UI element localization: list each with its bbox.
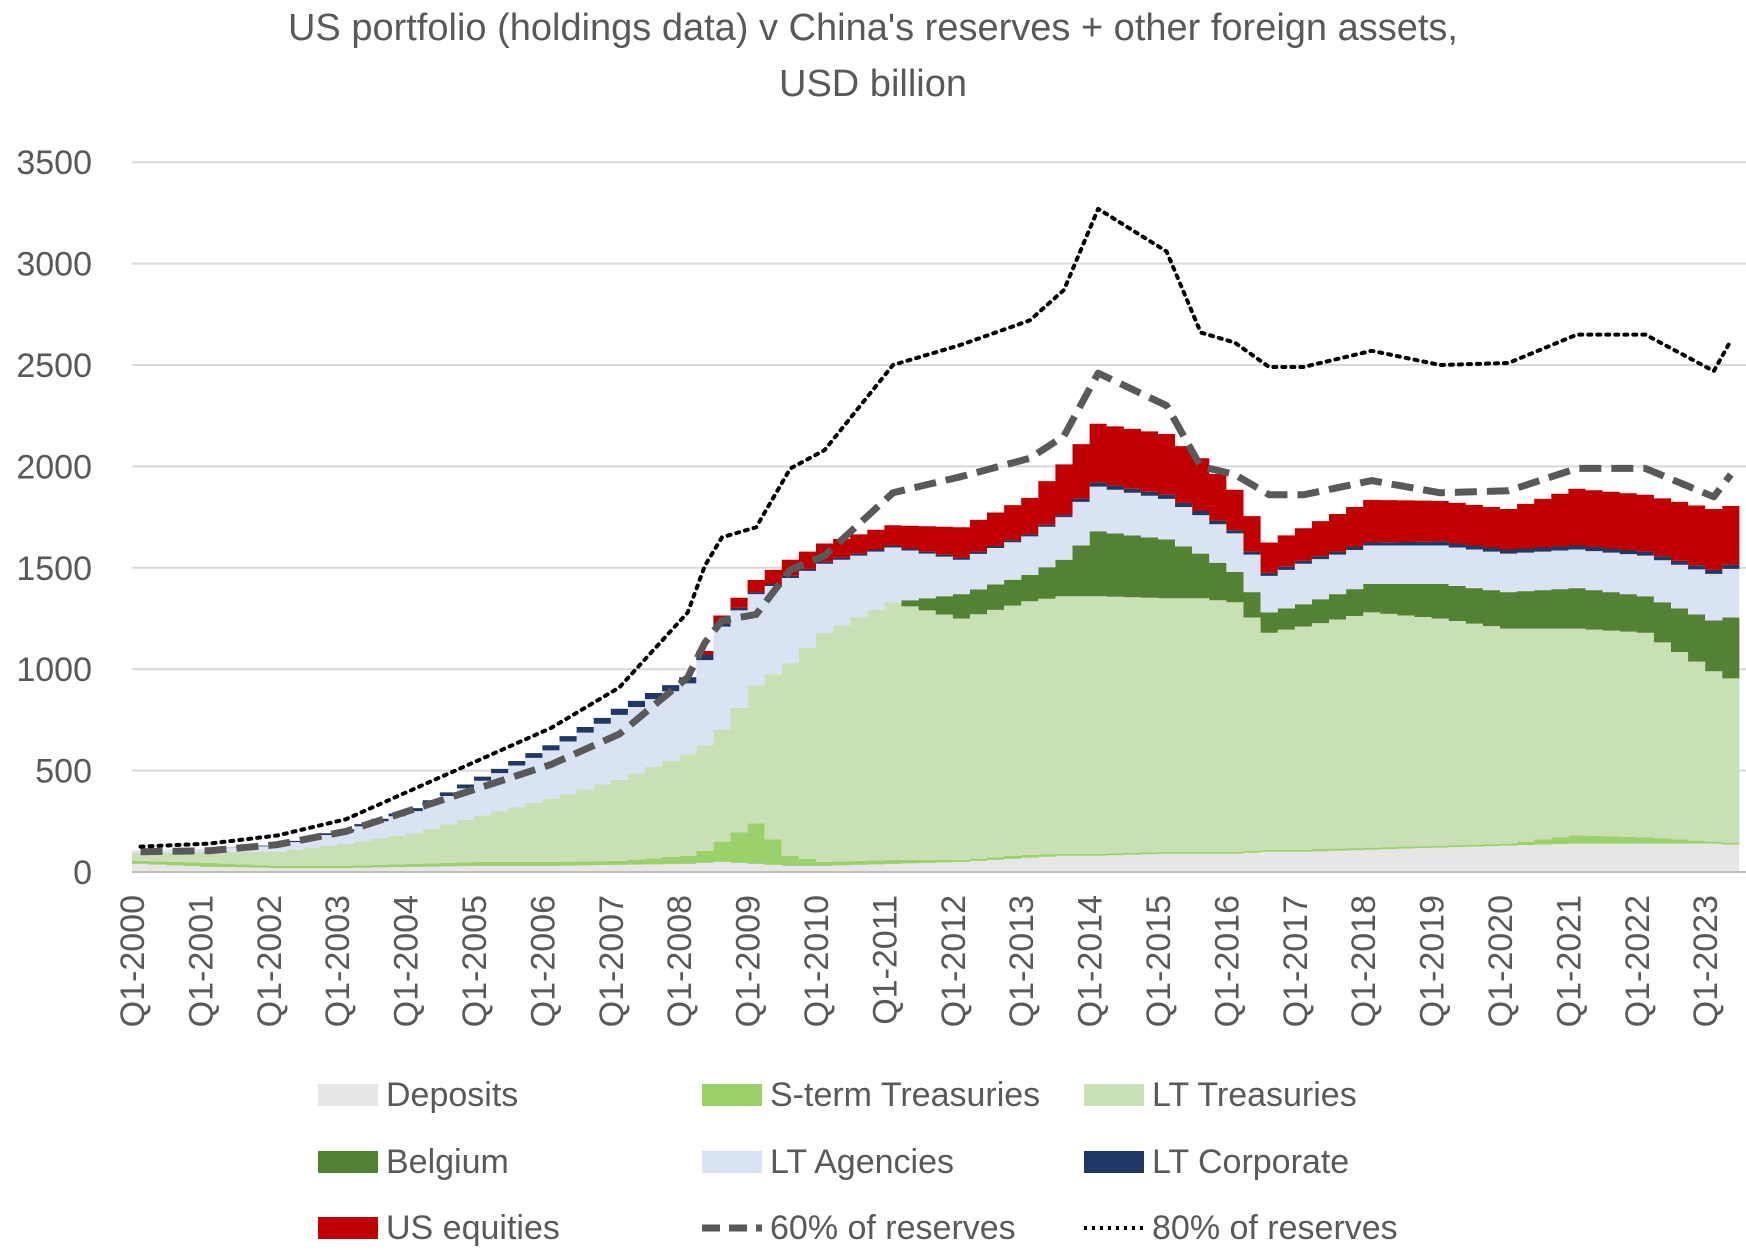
- area-lt-treasuries: [132, 596, 1740, 866]
- x-tick-label: Q1-2000: [114, 895, 152, 1027]
- x-tick-label: Q1-2012: [935, 895, 973, 1027]
- stacked-areas: [132, 423, 1740, 872]
- x-tick-label: Q1-2016: [1208, 895, 1246, 1027]
- x-tick-label: Q1-2005: [456, 895, 494, 1027]
- area-lt-agencies: [132, 486, 1740, 853]
- x-tick-label: Q1-2007: [593, 895, 631, 1027]
- x-tick-label: Q1-2008: [661, 895, 699, 1027]
- y-tick-label: 1000: [16, 651, 92, 689]
- x-tick-label: Q1-2006: [524, 895, 562, 1027]
- x-tick-label: Q1-2009: [730, 895, 768, 1027]
- x-tick-label: Q1-2003: [319, 895, 357, 1027]
- x-tick-label: Q1-2015: [1140, 895, 1178, 1027]
- area-us-equities: [132, 423, 1740, 851]
- x-tick-label: Q1-2021: [1550, 895, 1588, 1027]
- x-tick-label: Q1-2018: [1345, 895, 1383, 1027]
- x-tick-label: Q1-2014: [1072, 895, 1110, 1027]
- axes: 0 500 1000 1500 2000 2500 3000 3500 Q1-2000 Q1-20…: [16, 144, 1746, 1027]
- chart-title: US portfolio (holdings data) v China's r…: [287, 7, 1458, 49]
- x-tick-label: Q1-2022: [1619, 895, 1657, 1027]
- x-tick-label: Q1-2013: [1003, 895, 1041, 1027]
- y-tick-label: 0: [73, 854, 92, 892]
- x-tick-label: Q1-2004: [388, 895, 426, 1027]
- x-tick-label: Q1-2017: [1277, 895, 1315, 1027]
- y-tick-label: 500: [35, 753, 92, 791]
- chart-title-block: US portfolio (holdings data) v China's r…: [0, 0, 1746, 112]
- x-tick-label: Q1-2023: [1687, 895, 1725, 1027]
- x-tick-label: Q1-2001: [182, 895, 220, 1027]
- x-tick-label: Q1-2002: [251, 895, 289, 1027]
- chart-subtitle: USD billion: [779, 63, 967, 105]
- y-tick-label: 3500: [16, 144, 92, 182]
- x-tick-label: Q1-2011: [866, 895, 904, 1025]
- line-80-of-reserves: [138, 206, 1733, 849]
- area-belgium: [132, 531, 1740, 853]
- y-tick-label: 3000: [16, 246, 92, 284]
- x-tick-label: Q1-2020: [1482, 895, 1520, 1027]
- x-tick-label: Q1-2019: [1414, 895, 1452, 1027]
- y-tick-label: 1500: [16, 550, 92, 588]
- line-60-of-reserves: [140, 369, 1734, 856]
- y-tick-label: 2000: [16, 448, 92, 486]
- area-lt-corporate: [132, 482, 1740, 851]
- x-tick-label: Q1-2010: [798, 895, 836, 1027]
- y-tick-label: 2500: [16, 347, 92, 385]
- reserve-lines: [138, 206, 1734, 856]
